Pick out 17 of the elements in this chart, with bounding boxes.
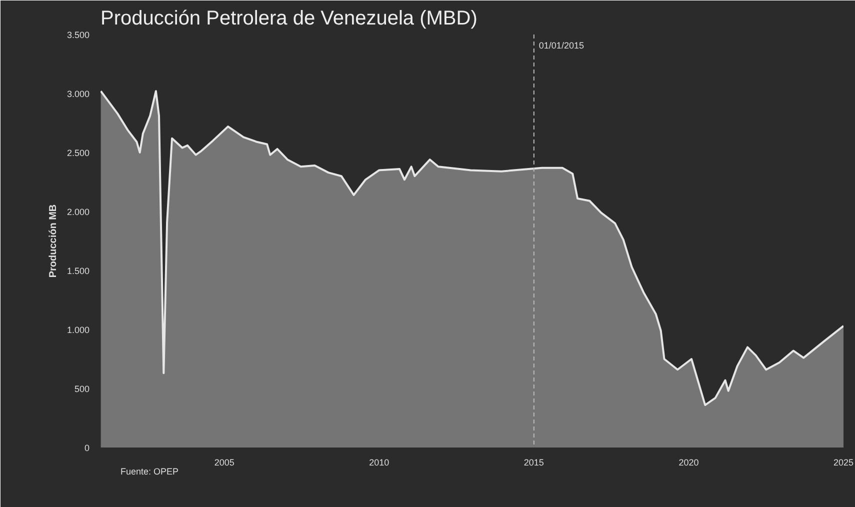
y-tick-label: 500 <box>74 384 90 394</box>
source-note: Fuente: OPEP <box>120 466 179 476</box>
y-tick-label: 1.000 <box>66 325 90 335</box>
y-tick-label: 0 <box>84 443 90 453</box>
y-tick-label: 3.500 <box>66 30 90 40</box>
ref-line-label: 01/01/2015 <box>538 40 584 50</box>
x-tick-label: 2020 <box>678 458 699 468</box>
y-tick-label: 3.000 <box>66 89 90 99</box>
y-tick-label: 2.000 <box>66 207 90 217</box>
x-tick-label: 2025 <box>833 458 854 468</box>
x-tick-label: 2015 <box>524 458 544 468</box>
x-tick-label: 2005 <box>214 458 234 468</box>
y-axis-title: Producción MB <box>48 204 59 278</box>
chart-title: Producción Petrolera de Venezuela (MBD) <box>100 8 478 30</box>
x-tick-label: 2010 <box>369 458 390 468</box>
y-tick-label: 2.500 <box>66 148 90 158</box>
y-tick-label: 1.500 <box>66 266 90 276</box>
